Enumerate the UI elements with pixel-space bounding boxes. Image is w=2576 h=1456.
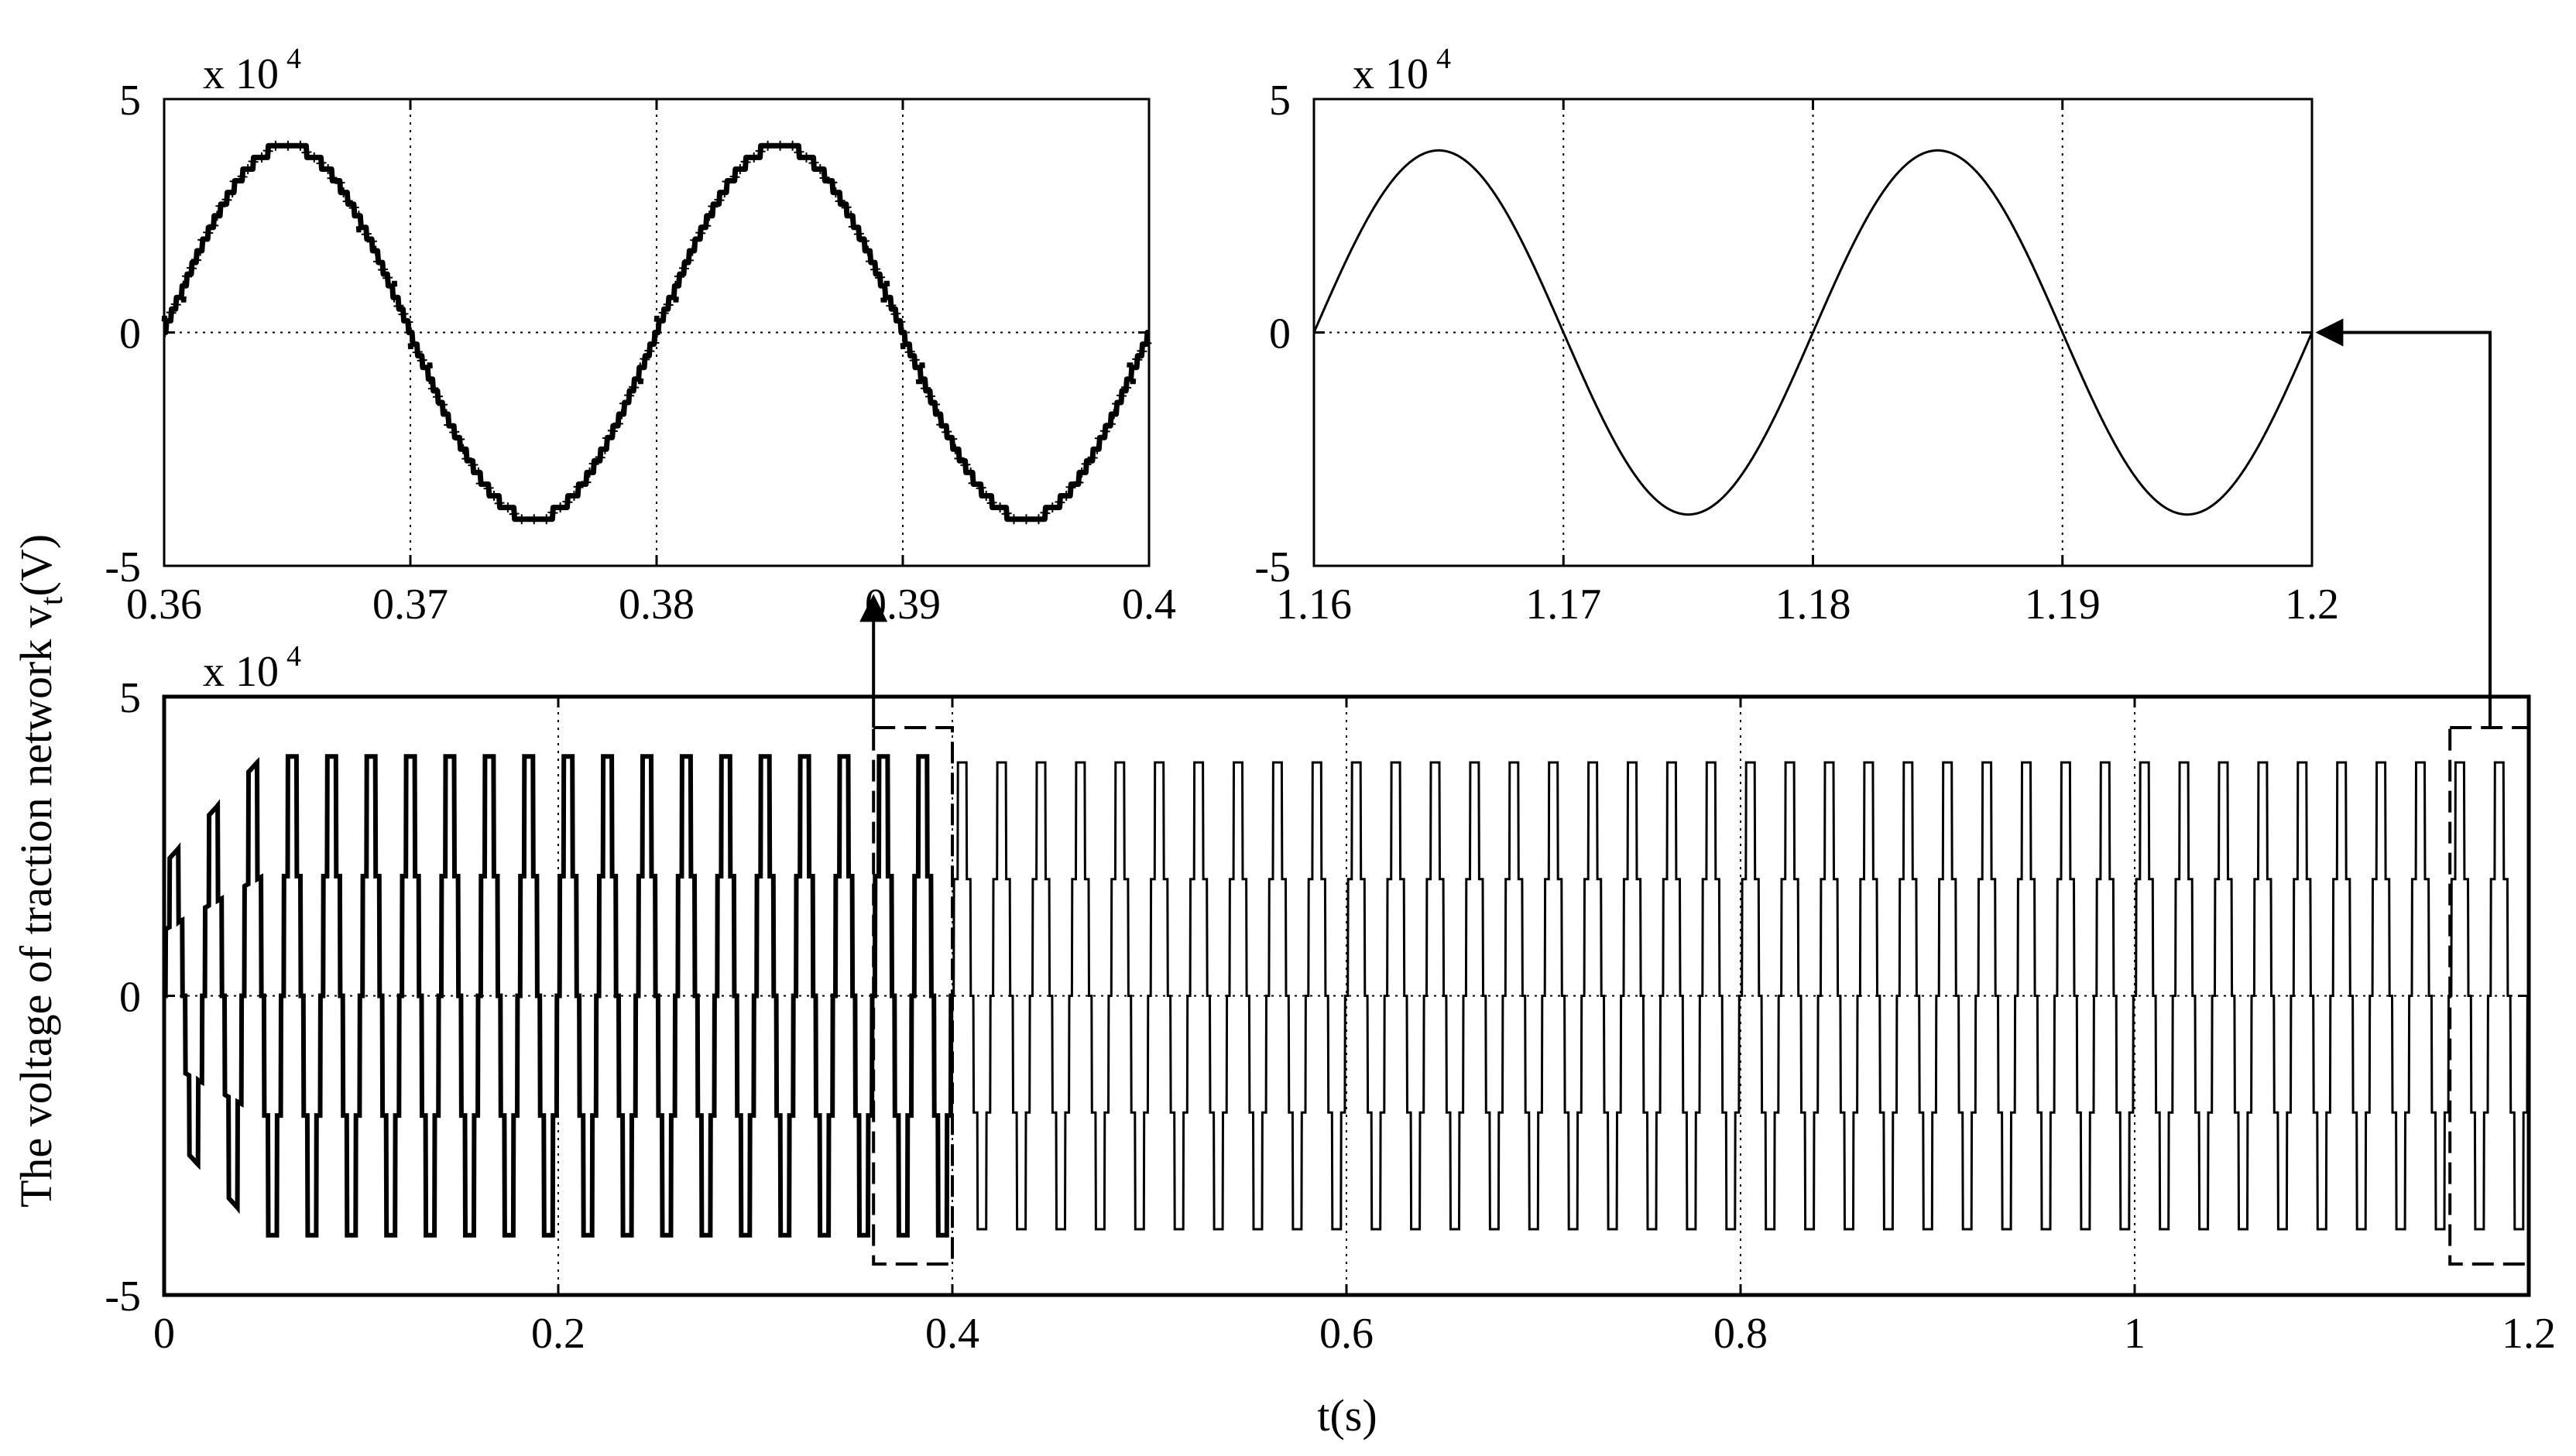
y-tick-label: -5 bbox=[105, 1273, 141, 1321]
x-tick-label: 1.17 bbox=[1525, 581, 1601, 629]
y-multiplier-exp: 4 bbox=[1436, 43, 1451, 75]
x-tick-label: 0 bbox=[153, 1310, 175, 1358]
x-tick-label: 1 bbox=[2124, 1310, 2146, 1358]
x-tick-label: 1.19 bbox=[2025, 581, 2101, 629]
series-line bbox=[1312, 149, 2314, 516]
x-tick-label: 0.38 bbox=[619, 581, 695, 629]
zoom-right-panel: 1.16 1.17 1.18 1.19 1.2 -5 0 5 x 10 4 bbox=[1254, 43, 2339, 629]
series-segment bbox=[952, 761, 2529, 1231]
y-tick-label: 5 bbox=[1269, 77, 1291, 125]
y-multiplier-exp: 4 bbox=[286, 640, 301, 673]
series-step-markers bbox=[160, 140, 1153, 525]
x-tick-label: 0.39 bbox=[865, 581, 941, 629]
y-multiplier-base: x 10 bbox=[203, 648, 279, 696]
x-tick-label: 1.2 bbox=[2502, 1310, 2556, 1358]
y-tick-label: 0 bbox=[119, 310, 141, 358]
y-multiplier-base: x 10 bbox=[203, 50, 279, 98]
zoom-left-panel: 0.36 0.37 0.38 0.39 0.4 -5 0 5 x 10 4 bbox=[105, 43, 1176, 629]
series-segment bbox=[163, 754, 954, 1238]
x-tick-label: 0.37 bbox=[372, 581, 448, 629]
y-multiplier-base: x 10 bbox=[1353, 50, 1429, 98]
x-tick-label: 0.8 bbox=[1713, 1310, 1768, 1358]
y-tick-label: 5 bbox=[119, 77, 141, 125]
y-multiplier: x 10 4 bbox=[1353, 43, 1451, 98]
connector-arrow-right bbox=[2315, 318, 2492, 728]
y-axis-label-main: The voltage of traction network v bbox=[11, 605, 61, 1208]
y-axis-label-sub: t bbox=[34, 596, 70, 605]
x-tick-label: 0.2 bbox=[531, 1310, 585, 1358]
x-tick-label: 1.16 bbox=[1276, 581, 1352, 629]
x-axis-label: t(s) bbox=[1317, 1390, 1377, 1441]
x-tick-label: 0.4 bbox=[925, 1310, 979, 1358]
y-multiplier-exp: 4 bbox=[286, 43, 301, 75]
y-axis-label: The voltage of traction network vt(V) bbox=[11, 534, 70, 1208]
x-tick-label: 0.6 bbox=[1319, 1310, 1374, 1358]
y-tick-label: -5 bbox=[1254, 543, 1291, 591]
y-tick-label: -5 bbox=[105, 543, 141, 591]
y-multiplier: x 10 4 bbox=[203, 43, 301, 98]
y-tick-label: 0 bbox=[119, 974, 141, 1022]
zoom-connectors bbox=[859, 318, 2492, 728]
y-tick-label: 5 bbox=[119, 674, 141, 722]
x-tick-label: 1.2 bbox=[2285, 581, 2339, 629]
x-tick-label: 0.36 bbox=[126, 581, 202, 629]
y-multiplier: x 10 4 bbox=[203, 640, 301, 696]
x-tick-label: 0.4 bbox=[1122, 581, 1176, 629]
y-axis-label-unit: (V) bbox=[11, 534, 61, 597]
y-tick-label: 0 bbox=[1269, 310, 1291, 358]
zoom-region-box bbox=[872, 726, 954, 1266]
x-tick-label: 1.18 bbox=[1775, 581, 1851, 629]
